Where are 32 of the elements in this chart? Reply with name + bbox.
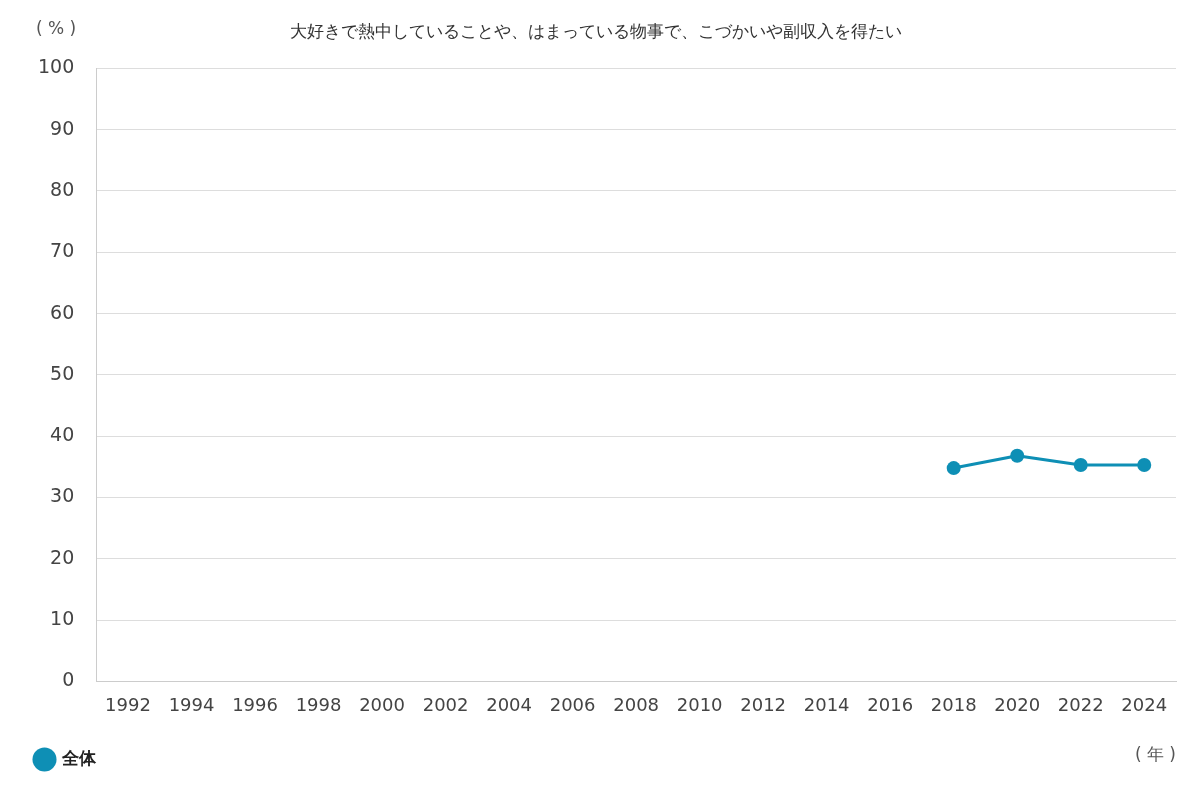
x-tick-label: 2020 [994, 693, 1041, 715]
y-tick-label: 30 [50, 484, 75, 507]
x-tick-label: 2014 [803, 693, 850, 715]
y-axis-title: ( % ) [35, 18, 77, 39]
x-tick-label: 2022 [1057, 693, 1104, 715]
y-tick-label: 100 [38, 55, 75, 78]
x-tick-label: 2018 [930, 693, 977, 715]
y-tick-label: 90 [50, 116, 75, 139]
x-tick-label: 2008 [613, 693, 660, 715]
x-tick-label: 2006 [549, 693, 596, 715]
x-tick-label: 2012 [740, 693, 787, 715]
y-tick-label: 20 [50, 545, 75, 568]
x-tick-label: 2002 [422, 693, 469, 715]
x-tick-label: 1992 [105, 693, 151, 715]
x-tick-label: 2004 [486, 693, 533, 715]
x-tick-label: 2010 [676, 693, 723, 715]
chart-title: 大好きで熱中していることや、はまっている物事で、こづかいや副収入を得たい [290, 20, 902, 41]
y-tick-label: 10 [50, 607, 75, 630]
x-axis-title: ( 年 ) [1134, 744, 1176, 765]
legend-label: 全体 [60, 747, 97, 768]
y-tick-label: 60 [50, 300, 75, 323]
y-tick-label: 50 [50, 361, 75, 384]
x-tick-label: 2016 [867, 693, 914, 715]
x-tick-label: 1996 [232, 693, 278, 715]
y-tick-label: 40 [50, 423, 75, 446]
x-tick-label: 2000 [359, 693, 405, 715]
x-tick-label: 1994 [168, 693, 215, 715]
y-tick-label: 80 [50, 177, 75, 200]
x-tick-label: 1998 [295, 693, 342, 715]
y-tick-label: 70 [50, 239, 75, 262]
x-tick-label: 2024 [1121, 693, 1168, 715]
y-tick-label: 0 [62, 668, 75, 691]
